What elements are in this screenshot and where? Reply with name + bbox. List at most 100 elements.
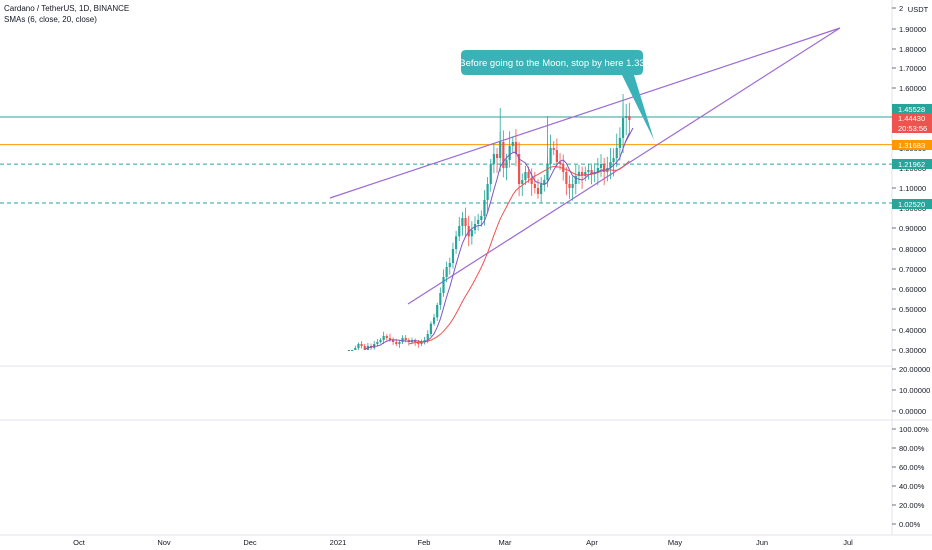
candle-body <box>584 172 587 176</box>
candle-body <box>612 158 615 162</box>
candle-body <box>599 164 603 168</box>
price-tick-label: 1.10000 <box>899 184 926 193</box>
price-tick-label: 1.80000 <box>899 45 926 54</box>
candle-body <box>401 338 404 342</box>
price-tick-label: 0.60000 <box>899 285 926 294</box>
currency-label[interactable]: USDT <box>908 5 929 14</box>
price-tick-label: 0.70000 <box>899 265 926 274</box>
candle-body <box>549 148 552 164</box>
price-tick-label: 0.90000 <box>899 224 926 233</box>
time-tick-label: Mar <box>499 538 512 547</box>
candle-body <box>489 164 492 184</box>
candle-body <box>618 138 621 148</box>
candle-body <box>461 218 464 226</box>
wedge-upper-trendline[interactable] <box>329 27 841 199</box>
candle-body <box>558 162 562 164</box>
price-tag-label: 1.31683 <box>898 141 925 150</box>
candle-body <box>483 200 486 216</box>
candle-body <box>533 184 536 188</box>
percent-tick-label: 80.00% <box>899 444 925 453</box>
candle-body <box>458 226 461 237</box>
horizontal-levels[interactable] <box>0 116 892 204</box>
price-tick-label: 1.90000 <box>899 25 926 34</box>
candle-body <box>565 172 568 184</box>
candle-body <box>536 188 540 194</box>
candle-body <box>543 180 546 184</box>
candlestick-series[interactable] <box>347 94 631 351</box>
volume-tick-label: 0.00000 <box>899 407 926 416</box>
candle-body <box>518 154 521 184</box>
candle-body <box>527 172 530 178</box>
time-tick-label: Apr <box>586 538 598 547</box>
candle-body <box>360 344 363 346</box>
candle-body <box>392 340 395 342</box>
percent-axis-ticks: 100.00% 80.00% 60.00% 40.00% 20.00% 0.00% <box>892 425 929 529</box>
candle-body <box>398 342 401 344</box>
price-tag-bg <box>892 113 932 123</box>
price-tick-label: 1.70000 <box>899 64 926 73</box>
price-tick-label: 2 <box>899 4 903 13</box>
volume-axis-ticks: 20.00000 10.00000 0.00000 <box>892 365 930 416</box>
candle-body <box>351 350 354 351</box>
candle-body <box>354 348 357 350</box>
candle-body <box>420 342 423 344</box>
candle-body <box>357 344 360 348</box>
time-tick-label: May <box>668 538 682 547</box>
candle-body <box>499 142 502 158</box>
candle-body <box>552 148 555 150</box>
candle-body <box>451 249 455 263</box>
time-tick-label: 2021 <box>330 538 347 547</box>
candle-body <box>590 170 593 174</box>
price-tick-label: 0.30000 <box>899 346 926 355</box>
candle-body <box>395 342 398 344</box>
candle-body <box>448 263 451 267</box>
candle-body <box>492 154 495 164</box>
candle-body <box>417 342 420 344</box>
candle-body <box>495 154 499 158</box>
price-tag-label: 1.02520 <box>898 200 925 209</box>
price-tick-label: 0.40000 <box>899 326 926 335</box>
symbol-title[interactable]: Cardano / TetherUS, 1D, BINANCE <box>4 4 130 13</box>
candle-body <box>477 220 480 224</box>
sma-6-line <box>364 132 630 350</box>
price-tick-label: 1.60000 <box>899 84 926 93</box>
candle-body <box>385 336 388 338</box>
percent-tick-label: 40.00% <box>899 482 925 491</box>
annotation-callout[interactable]: Before going to the Moon, stop by here 1… <box>459 50 654 140</box>
indicator-legend[interactable]: SMAs (6, close, 20, close) <box>4 15 97 24</box>
candle-body <box>502 142 505 168</box>
candle-body <box>615 148 618 158</box>
candle-body <box>521 180 524 184</box>
candle-body <box>439 293 442 305</box>
percent-tick-label: 60.00% <box>899 463 925 472</box>
candle-body <box>382 336 385 340</box>
candle-body <box>596 168 599 172</box>
time-tick-label: Nov <box>157 538 171 547</box>
candle-body <box>577 172 581 176</box>
candle-body <box>628 116 631 120</box>
time-tick-label: Jul <box>843 538 853 547</box>
candle-body <box>470 230 473 237</box>
percent-tick-label: 0.00% <box>899 520 921 529</box>
candle-body <box>445 267 448 277</box>
candle-body <box>574 176 577 184</box>
candle-body <box>609 162 612 168</box>
volume-tick-label: 20.00000 <box>899 365 930 374</box>
sma-6-projection <box>624 127 634 144</box>
price-axis-panel[interactable] <box>892 0 932 535</box>
candle-body <box>555 150 558 162</box>
callout-box <box>461 50 654 140</box>
candle-body <box>388 338 392 340</box>
price-tag-bg <box>892 104 932 114</box>
candle-body <box>581 172 584 176</box>
percent-tick-label: 20.00% <box>899 501 925 510</box>
time-tick-label: Dec <box>243 538 257 547</box>
time-tick-label: Feb <box>418 538 431 547</box>
candle-body <box>514 142 518 154</box>
time-axis-ticks: Oct Nov Dec 2021 Feb Mar Apr May Jun Jul <box>73 538 853 547</box>
percent-tick-label: 100.00% <box>899 425 929 434</box>
price-tag-bg <box>892 140 932 150</box>
candle-body <box>404 338 407 340</box>
